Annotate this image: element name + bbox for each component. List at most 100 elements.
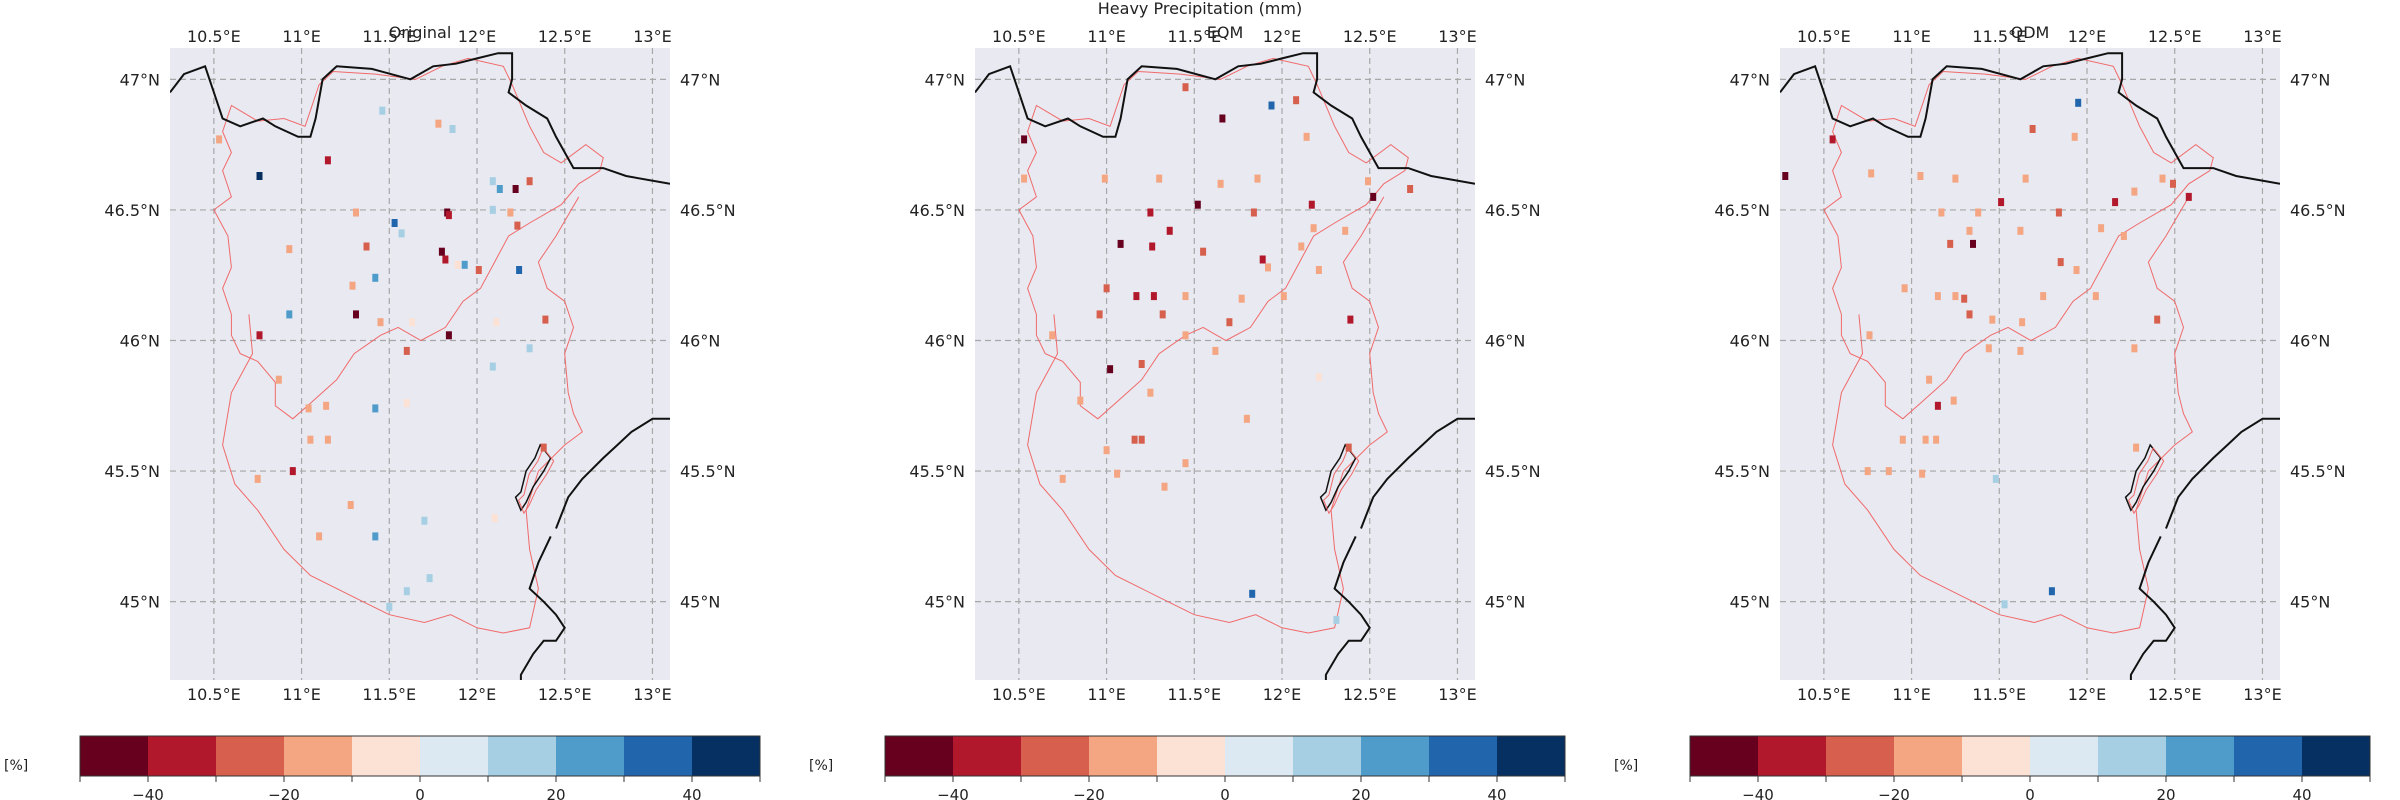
x-tick-label-bottom: 11.5°E [1972,685,2026,704]
grid-cell [1899,435,1906,444]
grid-cell [435,119,442,128]
colorbar-segment [953,736,1022,776]
grid-cell [1049,331,1056,340]
grid-cell [2098,224,2105,233]
grid-cell [2029,125,2036,133]
grid-cell [1212,346,1219,355]
map-background [975,48,1475,680]
grid-cell [372,404,379,413]
y-tick-label-left: 45°N [1730,593,1770,612]
grid-cell [526,344,533,353]
y-tick-label-right: 45.5°N [2290,462,2346,481]
colorbar-qdm: −40 −20 0 20 40 [%] [1614,735,2371,800]
y-tick-label-left: 47°N [120,70,160,89]
grid-cell [1922,435,1929,444]
grid-cell [1950,396,1957,405]
grid-cell [1249,589,1256,598]
grid-cell [316,532,323,541]
colorbar-segment [1429,736,1498,776]
y-tick-label-right: 46.5°N [1485,201,1541,220]
grid-cell [1315,266,1322,274]
grid-cell [507,208,514,217]
grid-cell [496,185,503,193]
y-tick-label-left: 46°N [120,331,160,350]
x-tick-label-bottom: 12.5°E [538,685,592,704]
lagoon-coast [1319,443,1357,512]
y-tick-label-left: 46.5°N [909,201,965,220]
x-tick-label-top: 11.5°E [362,27,416,46]
grid-cell [363,242,370,251]
grid-cell [1975,208,1982,217]
y-tick-label-left: 46.5°N [1714,201,1770,220]
grid-cell [1782,172,1789,180]
grid-cell [1265,263,1271,272]
y-tick-label-left: 45°N [925,593,965,612]
grid-cell [1077,396,1084,405]
colorbar-tick-label: 20 [546,786,565,800]
border-line [170,52,670,185]
grid-cell [1829,135,1836,144]
y-tick-label-right: 47°N [1485,70,1525,89]
y-tick-label-right: 46°N [680,331,720,350]
grid-cell [1131,435,1138,444]
y-tick-label-left: 46°N [925,331,965,350]
x-tick-label-bottom: 12.5°E [2148,685,2202,704]
grid-cell [2055,208,2062,217]
grid-cell [1059,474,1066,483]
grid-cell [542,315,549,324]
figure-suptitle: Heavy Precipitation (mm) [1098,0,1302,18]
grid-cell [2001,600,2008,609]
grid-cell [1901,284,1908,293]
grid-cell [1182,459,1189,468]
grid-cell [1303,132,1310,141]
colorbar-tick-label: −40 [937,786,969,800]
grid-cell [2048,587,2055,596]
coastline [2165,417,2280,529]
colorbar-segment [420,736,489,776]
grid-cell [1992,474,1999,483]
grid-cell [1308,200,1315,209]
grid-cell [2131,187,2138,196]
grid-cell [1159,310,1166,319]
grid-cell [1370,192,1377,201]
grid-cell [1280,292,1287,301]
region-boundary [1018,57,1409,420]
colorbar-segment [692,736,761,776]
y-tick-label-right: 46°N [2290,331,2330,350]
grid-cell [1101,174,1108,183]
grid-cell [391,219,398,227]
region-boundary [1823,57,2214,420]
colorbar-tick-label: 20 [2156,786,2175,800]
x-tick-label-bottom: 13°E [2243,685,2281,704]
x-tick-label-top: 10.5°E [187,27,241,46]
colorbar-segment [1089,736,1158,776]
grid-cell [1926,375,1933,384]
x-tick-label-top: 11°E [1892,27,1930,46]
grid-cell [1989,315,1996,324]
y-tick-label-right: 46.5°N [680,201,736,220]
panel-title: QDM [2011,23,2050,42]
grid-cell [323,401,330,410]
x-tick-label-bottom: 12°E [1263,685,1301,704]
grid-cell [2159,174,2166,183]
colorbar-segment [885,736,954,776]
y-tick-label-right: 45°N [680,593,720,612]
lagoon-coast [514,443,552,512]
grid-cell [1243,414,1250,423]
coastline [2129,535,2176,680]
y-tick-label-right: 45.5°N [1485,462,1541,481]
x-tick-label-top: 13°E [2243,27,2281,46]
grid-cell [1864,467,1871,476]
y-tick-label-left: 45.5°N [909,462,965,481]
coastline [1324,535,1371,680]
y-tick-label-right: 45°N [2290,593,2330,612]
grid-cell [540,443,547,452]
grid-cell [1114,469,1121,478]
colorbar-segment [2098,736,2167,776]
x-tick-label-bottom: 13°E [1438,685,1476,704]
grid-cell [2057,258,2064,267]
x-tick-label-top: 12.5°E [538,27,592,46]
grid-cell [324,156,331,165]
grid-cell [491,514,498,523]
y-tick-label-left: 45.5°N [1714,462,1770,481]
